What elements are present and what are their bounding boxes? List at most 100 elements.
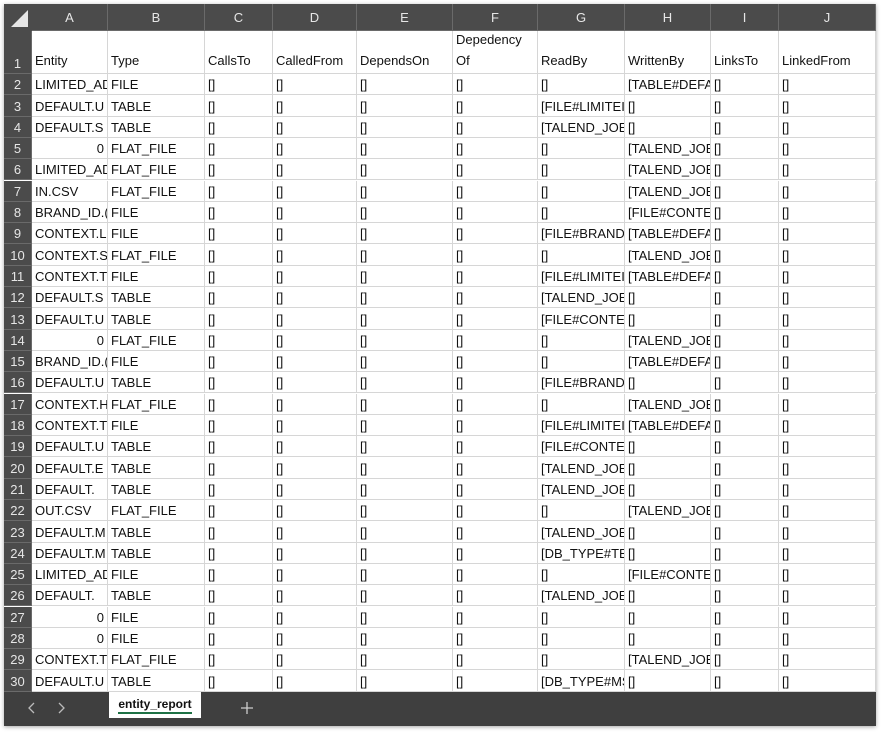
cell: [FILE#BRAND <box>538 223 625 245</box>
cell: [] <box>357 649 453 671</box>
cell: [] <box>711 287 779 309</box>
cell: [] <box>538 606 625 628</box>
cell: [] <box>357 585 453 607</box>
column-header: C <box>205 4 273 31</box>
cell: [] <box>453 649 538 671</box>
cell: [] <box>779 606 876 628</box>
cell: [] <box>205 116 273 138</box>
cell: [] <box>273 287 357 309</box>
row-header: 16 <box>4 372 32 394</box>
cell: 0 <box>32 137 108 160</box>
cell: [] <box>205 585 273 607</box>
cell-text: CalledFrom <box>276 53 344 68</box>
cell: FLAT_FILE <box>108 649 205 671</box>
cell: [] <box>273 521 357 543</box>
cell: TABLE <box>108 521 205 543</box>
row-header: 7 <box>4 180 32 202</box>
cell: [] <box>779 329 876 351</box>
cell: [] <box>205 372 273 394</box>
cell: DEFAULT.E <box>32 457 108 479</box>
spreadsheet: A B C D E F G H I J 1 2 3 4 5 6 7 8 9 10 11 12 13 14 15 16 17 18 19 2… <box>4 4 876 726</box>
cell: [] <box>357 308 453 330</box>
cell: [] <box>538 393 625 415</box>
cell: DEFAULT.U <box>32 436 108 458</box>
cell-text: Type <box>111 53 140 68</box>
cell: [] <box>205 287 273 309</box>
cell: DEFAULT. <box>32 585 108 607</box>
cell: [] <box>357 500 453 522</box>
row-header: 10 <box>4 244 32 266</box>
cell: [] <box>779 116 876 138</box>
cell: [] <box>205 201 273 224</box>
cell: [] <box>453 627 538 650</box>
cell: DEFAULT.S <box>32 287 108 309</box>
row-header: 26 <box>4 585 32 607</box>
add-sheet[interactable] <box>239 700 255 716</box>
cell: [] <box>779 414 876 437</box>
cell: [] <box>538 329 625 351</box>
cell: 0 <box>32 627 108 650</box>
cell: [TALEND_JOE <box>538 585 625 607</box>
cell: [] <box>453 287 538 309</box>
cell: [] <box>711 670 779 692</box>
sheet-nav-arrows[interactable] <box>24 700 74 716</box>
cell: [TALEND_JOE <box>625 180 711 202</box>
sheet-tab[interactable]: entity_report <box>109 692 201 718</box>
cell: [] <box>273 159 357 181</box>
cell: [] <box>273 74 357 96</box>
cell: BRAND_ID.( <box>32 350 108 373</box>
cell: [] <box>357 329 453 351</box>
cell: [] <box>779 563 876 586</box>
cell: [] <box>205 563 273 586</box>
row-header: 18 <box>4 414 32 437</box>
column-header: H <box>625 4 711 31</box>
cell: [] <box>625 627 711 650</box>
cell: [] <box>205 265 273 287</box>
cell: [] <box>779 287 876 309</box>
select-all-corner[interactable] <box>4 4 32 31</box>
cell: [] <box>357 74 453 96</box>
cell: [TALEND_JOE <box>625 159 711 181</box>
cell: TABLE <box>108 670 205 692</box>
cell: [] <box>538 350 625 373</box>
sheet-tab-bar: entity_report <box>4 692 876 726</box>
cell: [] <box>273 265 357 287</box>
cell: [] <box>538 649 625 671</box>
cell: [] <box>453 563 538 586</box>
cell: [] <box>711 542 779 564</box>
cell: [] <box>273 223 357 245</box>
cell: [] <box>538 563 625 586</box>
cell: CONTEXT.T <box>32 414 108 437</box>
cell: [TALEND_JOE <box>538 521 625 543</box>
cell: 0 <box>32 329 108 351</box>
cell: [TABLE#DEFA <box>625 223 711 245</box>
row-header: 8 <box>4 201 32 224</box>
column-title-cell: Entity <box>32 31 108 74</box>
cell: [] <box>273 585 357 607</box>
cell: [] <box>711 521 779 543</box>
cell: LIMITED_AD <box>32 74 108 96</box>
cell: [TABLE#DEFA <box>625 74 711 96</box>
cell: CONTEXT.T <box>32 649 108 671</box>
cell: [] <box>711 265 779 287</box>
cell: [] <box>357 436 453 458</box>
cell: FILE <box>108 606 205 628</box>
cell: [] <box>205 350 273 373</box>
cell: [TALEND_JOE <box>625 500 711 522</box>
row-header: 21 <box>4 478 32 500</box>
cell: TABLE <box>108 308 205 330</box>
cell: [] <box>357 137 453 160</box>
cell: [] <box>453 414 538 437</box>
cell: [] <box>711 201 779 224</box>
column-header: G <box>538 4 625 31</box>
cell: FLAT_FILE <box>108 137 205 160</box>
row-header: 1 <box>4 31 32 74</box>
cell-text: DependsOn <box>360 53 430 68</box>
cell: [] <box>273 329 357 351</box>
cell: [] <box>711 649 779 671</box>
cell: [] <box>273 606 357 628</box>
cell: [] <box>711 436 779 458</box>
cell: [] <box>711 372 779 394</box>
cell: [] <box>273 627 357 650</box>
row-header: 29 <box>4 649 32 671</box>
